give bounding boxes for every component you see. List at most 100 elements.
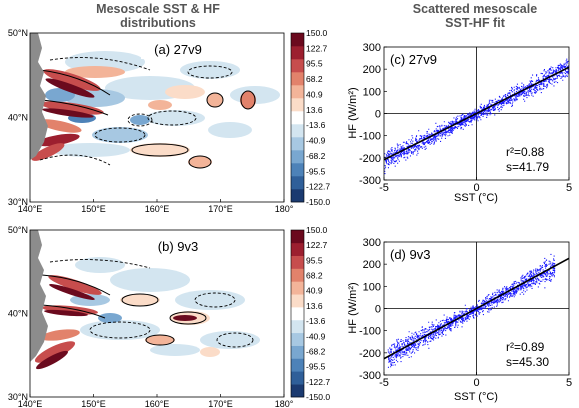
scatter-d-xlabel: SST (°C) [454,391,498,403]
scatter-c-xlabel: SST (°C) [454,192,498,204]
scatter-y-tick-label: -300 [359,370,381,382]
colorbar-b: 150.0 122.7 95.5 68.2 40.9 13.6 -13.6 -40.9 -68.… [290,225,330,402]
scatter-y-tick-label: 200 [363,259,381,271]
colorbar-swatch [291,163,304,177]
colorbar-tick-label: -122.7 [306,182,330,192]
map-a-x-ticks: 140°E 150°E 160°E 170°E 180° [18,199,294,214]
map-panel-a: (a) 27v9 140°E 150°E 160°E 170°E 180° 50°N 40… [8,28,294,214]
map-b-label-box [145,236,211,256]
colorbar-swatch [291,307,304,321]
colorbar-tick-label: 95.5 [306,255,323,265]
colorbar-tick-label: 95.5 [306,59,323,69]
map-y-tick-label: 30°N [8,197,28,207]
map-a-label-box [141,39,215,59]
colorbar-tick-label: 68.2 [306,74,323,84]
scatter-x-tick-label: 0 [473,182,479,194]
scatter-y-tick-label: 200 [363,64,381,76]
colorbar-swatch [291,59,304,73]
colorbar-swatch [291,230,304,244]
colorbar-tick-label: -68.2 [306,346,326,356]
colorbar-swatch [291,255,304,269]
colorbar-a: 150.0 122.7 95.5 68.2 40.9 13.6 -13.6 -40.9 -68.… [290,28,330,207]
map-y-tick-label: 50°N [8,225,28,235]
map-y-tick-label: 50°N [8,28,28,38]
scatter-d-slope: s=45.30 [506,355,549,369]
map-x-tick-label: 160°E [145,204,170,214]
colorbar-swatch [291,85,304,99]
colorbar-swatch [291,189,304,203]
map-x-tick-label: 170°E [208,399,233,408]
scatter-c-ylabel: HF (W/m²) [347,87,359,138]
scatter-y-tick-label: 0 [375,304,381,316]
colorbar-swatch [291,332,304,346]
colorbar-tick-label: -13.6 [306,316,326,326]
map-a-y-ticks: 50°N 40°N 30°N [8,28,28,207]
scatter-c-x-ticks: -5 0 5 [379,177,572,194]
colorbar-swatch [291,242,304,256]
scatter-d-panel-label: (d) 9v3 [390,247,430,262]
map-a-panel-label: (a) 27v9 [154,42,202,57]
colorbar-swatch [291,33,304,47]
scatter-x-tick-label: 5 [566,377,572,389]
scatter-y-tick-label: 0 [375,109,381,121]
map-y-tick-label: 40°N [8,309,28,319]
scatter-y-tick-label: -200 [359,348,381,360]
map-b-y-ticks: 50°N 40°N 30°N [8,225,28,402]
map-x-tick-label: 160°E [145,399,170,408]
map-a-field [30,33,280,169]
scatter-d-fit-line [384,257,569,360]
map-x-tick-label: 150°E [81,204,106,214]
colorbar-swatch [291,124,304,138]
colorbar-tick-label: 40.9 [306,286,323,296]
colorbar-swatch [291,150,304,164]
colorbar-tick-label: 150.0 [306,28,328,38]
colorbar-tick-label: -95.5 [306,362,326,372]
colorbar-swatch [291,294,304,308]
colorbar-swatch [291,98,304,112]
map-a-land [30,33,48,160]
map-x-tick-label: 180° [275,399,294,408]
scatter-c-r2: r²=0.88 [506,145,545,159]
left-heading-line1: Mesoscale SST & HF [96,2,220,16]
colorbar-swatch [291,281,304,295]
colorbar-swatch [291,72,304,86]
scatter-c-points [384,56,569,175]
colorbar-swatch [291,358,304,372]
colorbar-swatch [291,319,304,334]
colorbar-tick-label: -150.0 [306,197,330,207]
left-heading-line2: distributions [120,16,196,30]
scatter-d-x-ticks: -5 0 5 [379,372,572,389]
map-y-tick-label: 40°N [8,113,28,123]
right-heading-line2: SST-HF fit [445,16,506,30]
scatter-c-fit-line [384,66,569,161]
map-panel-b: (b) 9v3 140°E 150°E 160°E 170°E 180° 50°N 40°… [8,225,294,408]
scatter-y-tick-label: -200 [359,153,381,165]
scatter-panel-c: (c) 27v9 r²=0.88 s=41.79 -5 0 5 300 200 100 0… [347,42,572,204]
scatter-x-tick-label: 5 [566,182,572,194]
colorbar-frame [290,229,305,398]
scatter-c-panel-label: (c) 27v9 [390,52,437,67]
scatter-x-tick-label: 0 [473,377,479,389]
scatter-panel-d: (d) 9v3 r²=0.89 s=45.30 -5 0 5 3002001000-… [347,237,572,403]
scatter-c-slope: s=41.79 [506,160,549,174]
map-b-field [30,230,260,370]
map-x-tick-label: 140°E [18,399,43,408]
map-b-x-ticks: 140°E 150°E 160°E 170°E 180° [18,394,294,408]
colorbar-tick-label: 13.6 [306,301,323,311]
scatter-y-tick-label: 300 [363,237,381,249]
scatter-point-cloud [384,56,569,175]
map-b-land [30,230,48,362]
colorbar-tick-label: 13.6 [306,105,323,115]
scatter-y-tick-label: 100 [363,281,381,293]
colorbar-swatch [291,384,304,398]
colorbar-tick-label: 40.9 [306,89,323,99]
colorbar-swatch [291,268,304,282]
colorbar-swatch [291,111,304,125]
colorbar-swatch [291,46,304,60]
map-x-tick-label: 180° [275,204,294,214]
colorbar-tick-label: -68.2 [306,151,326,161]
map-x-tick-label: 150°E [81,399,106,408]
colorbar-tick-label: -95.5 [306,166,326,176]
scatter-y-tick-label: 300 [363,42,381,54]
